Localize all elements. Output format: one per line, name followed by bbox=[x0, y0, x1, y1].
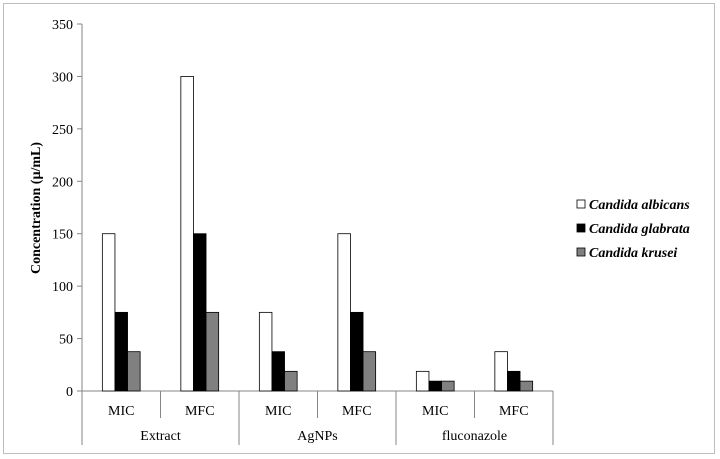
bar bbox=[271, 351, 285, 392]
bar bbox=[127, 351, 141, 392]
legend-label: Candida albicans bbox=[589, 198, 690, 213]
x-group-label: AgNPs bbox=[297, 429, 337, 444]
legend-swatch bbox=[576, 199, 586, 209]
bar bbox=[362, 351, 377, 392]
y-tick-label: 250 bbox=[52, 123, 73, 138]
legend: Candida albicans Candida glabrata Candida … bbox=[576, 198, 690, 261]
bar bbox=[337, 233, 351, 392]
x-category-label: MFC bbox=[342, 404, 372, 419]
bar bbox=[441, 380, 455, 392]
bar bbox=[205, 311, 220, 392]
bar bbox=[101, 233, 116, 392]
y-tick-label: 100 bbox=[52, 280, 73, 295]
bar bbox=[428, 380, 442, 392]
y-tick-label: 200 bbox=[52, 175, 73, 190]
x-category-label: MIC bbox=[108, 404, 134, 419]
bar bbox=[350, 311, 364, 392]
legend-swatch bbox=[576, 247, 586, 257]
bar bbox=[193, 233, 207, 392]
x-category-label: MFC bbox=[185, 404, 215, 419]
legend-label: Candida glabrata bbox=[589, 222, 690, 237]
bar bbox=[507, 370, 521, 392]
x-category-label: MIC bbox=[265, 404, 291, 419]
bar bbox=[180, 76, 194, 392]
x-category-label: MFC bbox=[499, 404, 529, 419]
y-tick-label: 0 bbox=[66, 385, 73, 400]
bar bbox=[415, 370, 430, 392]
bar bbox=[114, 311, 128, 392]
y-tick-label: 150 bbox=[52, 228, 73, 243]
y-tick-label: 50 bbox=[59, 333, 73, 348]
bar bbox=[519, 380, 534, 392]
bar bbox=[258, 311, 273, 392]
x-group-label: fluconazole bbox=[442, 429, 507, 444]
bar bbox=[494, 351, 508, 392]
legend-swatch bbox=[576, 223, 586, 233]
y-tick-label: 300 bbox=[52, 70, 73, 85]
y-tick-label: 350 bbox=[52, 18, 73, 33]
x-category-label: MIC bbox=[422, 404, 448, 419]
bar bbox=[284, 370, 298, 392]
x-group-label: Extract bbox=[140, 429, 181, 444]
legend-label: Candida krusei bbox=[589, 246, 677, 261]
y-axis-title: Concentration (µ/mL) bbox=[29, 142, 44, 274]
plot-area: 0 50 100 150 200 250 300 350 MIC MFC MIC MFC MIC MFC E… bbox=[52, 18, 554, 445]
